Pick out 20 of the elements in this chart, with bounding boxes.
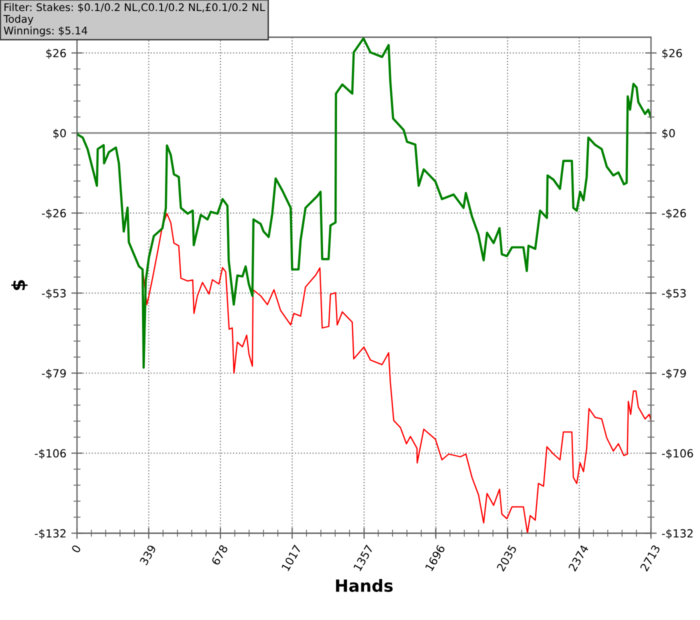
text: Today — [3, 14, 34, 25]
text: Filter: Stakes: $0.1/0.2 NL,C0.1/0.2 NL,£0.1/0.2 NL — [4, 3, 266, 13]
y-tick-label: -$132 — [34, 528, 66, 540]
y-tick-label: $0 — [53, 128, 66, 139]
y-tick-label: -$26 — [42, 208, 66, 219]
y2-tick-label: $0 — [662, 128, 675, 139]
y2-tick-label: $26 — [662, 48, 682, 59]
text: Winnings: $5.14 — [4, 26, 88, 37]
y2-tick-label: -$106 — [662, 448, 694, 460]
y-tick-label: $26 — [46, 48, 66, 59]
x-axis-title: Hands — [336, 579, 393, 592]
y2-tick-label: -$26 — [662, 208, 686, 219]
y-tick-label: -$79 — [42, 368, 66, 379]
y-tick-label: -$106 — [34, 448, 66, 460]
y-tick-label: -$53 — [42, 288, 66, 299]
x-tick-label: 0 — [71, 544, 82, 554]
y2-tick-label: -$132 — [662, 528, 693, 540]
y2-tick-label: -$53 — [662, 288, 686, 299]
y2-tick-label: -$79 — [662, 368, 686, 379]
y-axis-title: $ — [11, 280, 28, 290]
